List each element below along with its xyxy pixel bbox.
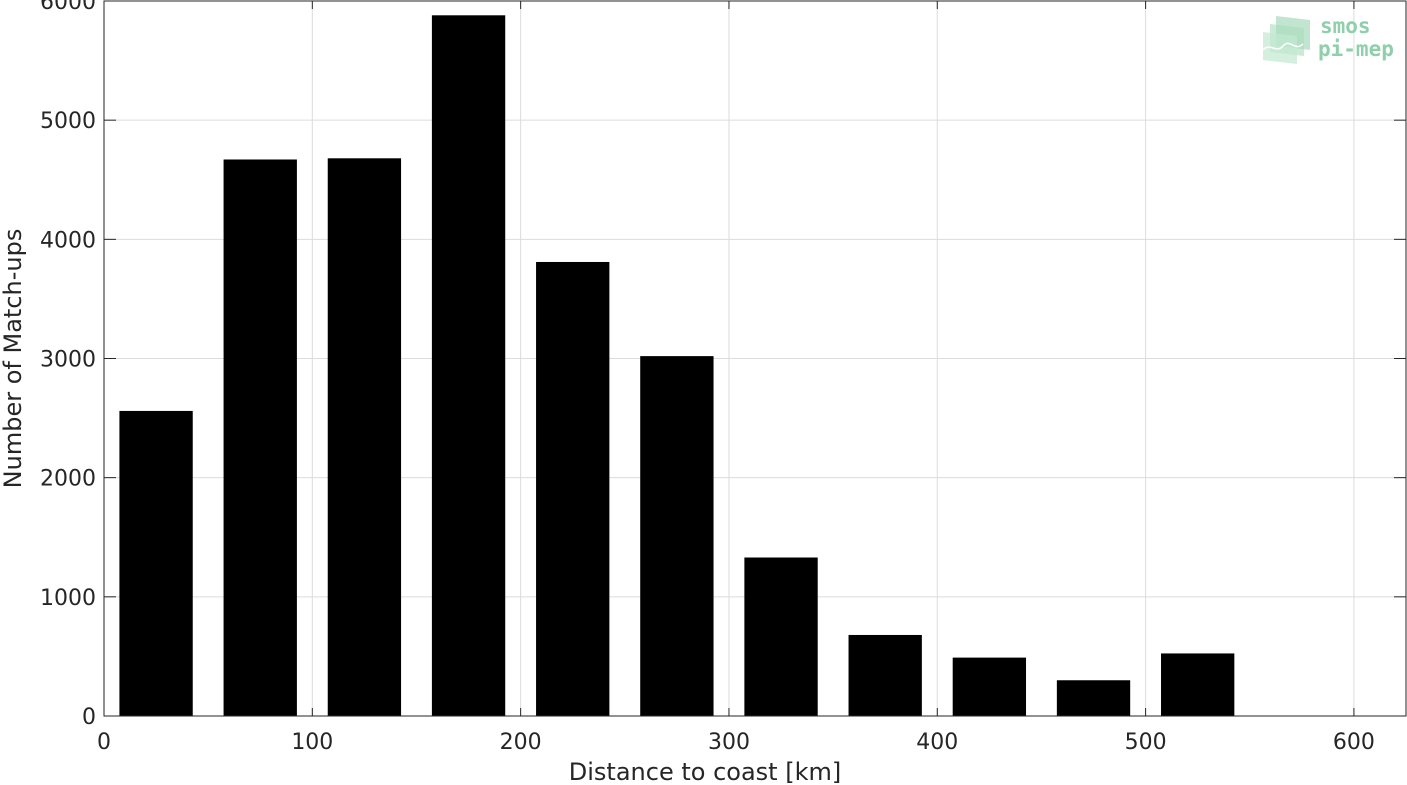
- bar: [1161, 653, 1235, 716]
- bar: [536, 261, 610, 716]
- tick-marks: [103, 0, 1406, 717]
- logo-wave-icon: [1262, 16, 1310, 64]
- x-axis-label: Distance to coast [km]: [569, 758, 841, 785]
- bar: [431, 15, 506, 717]
- bar: [327, 158, 402, 717]
- x-tick-label: 200: [500, 730, 542, 755]
- y-tick-label: 3000: [40, 348, 96, 373]
- y-tick-label: 1000: [40, 586, 96, 611]
- y-tick-label: 5000: [40, 109, 96, 134]
- x-tick-label: 0: [97, 730, 111, 755]
- x-tick-label: 400: [916, 730, 958, 755]
- bar: [952, 657, 1027, 716]
- x-tick-labels: 0 100 200 300 400 500 600: [97, 730, 1375, 755]
- x-tick-label: 500: [1125, 730, 1167, 755]
- y-axis-label: Number of Match-ups: [0, 229, 27, 489]
- y-tick-label: 2000: [40, 467, 96, 492]
- y-tick-label: 6000: [40, 0, 96, 15]
- bar: [744, 557, 818, 716]
- y-tick-label: 0: [82, 705, 96, 730]
- bar: [640, 356, 714, 716]
- x-tick-label: 100: [291, 730, 333, 755]
- logo-text-smos: smos: [1320, 14, 1371, 38]
- bar: [848, 634, 922, 716]
- bars-group: [119, 15, 1235, 717]
- logo-text-pi-mep: pi-mep: [1318, 37, 1394, 61]
- y-tick-labels: 0 1000 2000 3000 4000 5000 6000: [40, 0, 96, 730]
- x-tick-label: 300: [708, 730, 750, 755]
- bar: [119, 410, 193, 716]
- y-tick-label: 4000: [40, 228, 96, 253]
- x-tick-label: 600: [1333, 730, 1375, 755]
- bar: [223, 159, 297, 716]
- smos-pi-mep-logo: smos pi-mep: [1262, 14, 1394, 64]
- bar: [1056, 680, 1131, 716]
